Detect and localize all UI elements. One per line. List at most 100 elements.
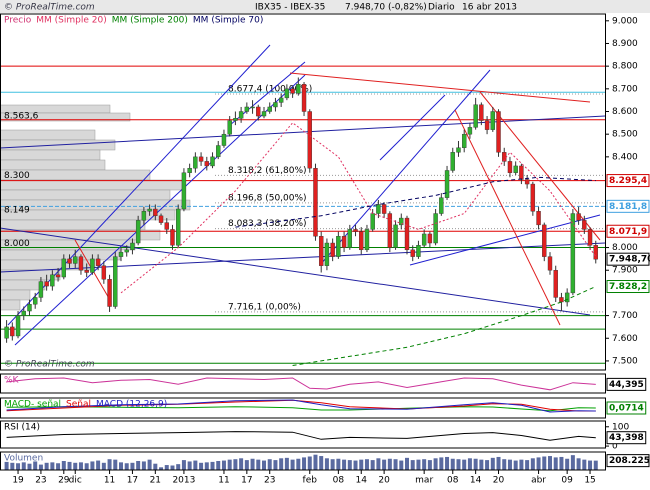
volume-bar [376, 458, 381, 470]
volume-bar [78, 462, 83, 470]
candle-body [141, 211, 147, 221]
volume-bar [67, 461, 72, 470]
candle-body [564, 292, 570, 303]
y-tick-label: 8.500 [612, 130, 638, 140]
candle-body [227, 120, 232, 135]
volume-bar [445, 456, 450, 470]
candle-body [421, 233, 427, 246]
y-tick-label: 8.400 [612, 152, 638, 162]
candle-body [479, 104, 484, 121]
volume-bar [130, 462, 135, 470]
volume-bar [456, 459, 461, 470]
volume-bar [519, 459, 524, 470]
candle-body [55, 274, 61, 278]
price-label: 43,398 [609, 433, 644, 443]
series-line [6, 431, 596, 441]
candle-body [381, 204, 387, 214]
volume-bar [548, 456, 552, 470]
volume-bar [107, 459, 112, 470]
candle-body [198, 156, 204, 162]
candle-body [44, 281, 49, 287]
x-tick-label: 08 [447, 476, 459, 486]
volume-bar [216, 461, 221, 470]
volume-bar [250, 458, 255, 470]
volume-bar [473, 458, 478, 470]
price-label: 8.295,4 [609, 176, 647, 186]
candle-body [547, 256, 553, 271]
candle-body [187, 167, 192, 173]
volume-bar [405, 457, 409, 470]
period: Diario [428, 3, 455, 13]
legend-entry: MM (Simple 70) [193, 16, 263, 26]
candle-body [267, 106, 272, 112]
x-tick-label: 23 [264, 476, 275, 486]
fib-label: 7.716,1 (0,00%) [228, 302, 301, 312]
volume-bar [588, 460, 593, 470]
candle-body [587, 229, 593, 246]
volume-bar [507, 459, 512, 470]
legend-entry: %K [4, 376, 20, 386]
x-tick-label: 11 [218, 476, 229, 486]
x-tick-label: 20 [493, 476, 505, 486]
candle-body [50, 274, 55, 287]
volume-bar [319, 456, 324, 470]
volume-bar [233, 459, 238, 470]
candle-body [107, 279, 112, 307]
volume-bar [164, 465, 169, 470]
candle-body [542, 224, 547, 257]
profile-label: 8.563,6 [4, 111, 39, 121]
volume-bar [221, 460, 226, 470]
x-tick-label: feb [303, 476, 318, 486]
volume-bar [336, 458, 341, 470]
candle-body [444, 170, 450, 198]
trend-lines [0, 44, 606, 346]
fib-label: 8.083,3 (38,20%) [228, 219, 307, 229]
volume-bar [330, 459, 335, 470]
price-label-box [606, 431, 647, 445]
profile-label: 8.149 [4, 205, 30, 215]
volume-bar [141, 461, 146, 470]
y-tick-label: 8.000 [612, 243, 638, 253]
volume-bar [536, 457, 541, 470]
volume-bar [353, 460, 358, 470]
volume-bar [450, 458, 455, 470]
candle-body [238, 111, 244, 119]
y-tick-label: 7.500 [612, 356, 638, 366]
candle-body [38, 281, 44, 298]
volume-bar [170, 465, 175, 470]
candle-body [170, 229, 175, 246]
candle-body [27, 304, 32, 312]
volume-bar [416, 459, 421, 470]
legend-entry: Volumen [4, 454, 43, 464]
candle-body [15, 315, 21, 337]
candle-body [387, 213, 393, 248]
volume-bar [582, 459, 587, 470]
price-label-box [606, 454, 650, 468]
volume-bar [96, 460, 101, 470]
candle-body [462, 133, 467, 148]
candle-body [330, 242, 335, 257]
volume-profile [0, 104, 191, 311]
volume-bar [307, 456, 312, 470]
x-tick-label: 17 [127, 476, 138, 486]
candle-body [319, 236, 324, 266]
y-tick-label: 9.000 [612, 16, 638, 26]
price-label: 208.225 [609, 456, 650, 466]
price-label-box [606, 280, 650, 294]
candle-body [278, 97, 284, 103]
volume-bar [399, 460, 404, 470]
volume-bar [16, 463, 21, 470]
candle-body [370, 213, 375, 230]
x-tick-label: mar [415, 476, 433, 486]
candle-body [181, 172, 187, 210]
x-tick-label: 20 [378, 476, 390, 486]
candle-body [393, 224, 398, 248]
candle-body [341, 236, 347, 248]
volume-bar [193, 460, 198, 470]
watermark: © ProRealTime.com [4, 360, 95, 370]
y-tick-label: 7.700 [612, 311, 638, 321]
volume-bar [56, 463, 61, 470]
price-label-box [606, 252, 650, 266]
candle-body [216, 145, 221, 158]
